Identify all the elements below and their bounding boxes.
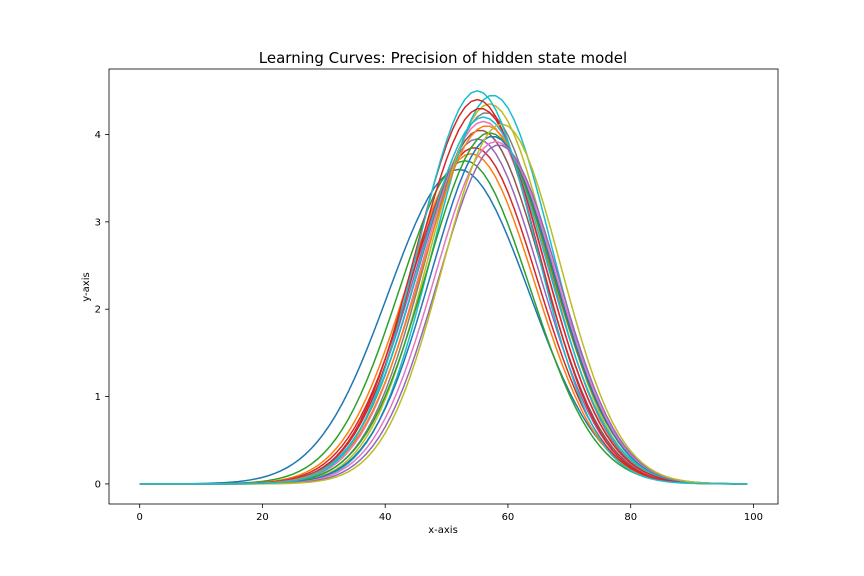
axes-frame — [108, 68, 779, 505]
x-tick-label: 100 — [744, 512, 763, 523]
y-tick-label: 4 — [95, 130, 101, 141]
series-line-20 — [139, 90, 748, 485]
x-tick-label: 80 — [624, 512, 637, 523]
y-tick-label: 3 — [95, 217, 101, 228]
y-axis-ticks: 0 1 2 3 4 — [95, 130, 109, 490]
x-tick-label: 40 — [379, 512, 392, 523]
y-tick-label: 2 — [95, 305, 101, 316]
x-tick-label: 60 — [502, 512, 515, 523]
x-tick-label: 0 — [137, 512, 143, 523]
chart-title: Learning Curves: Precision of hidden sta… — [259, 49, 627, 67]
y-axis-label: y-axis — [81, 272, 92, 301]
y-tick-label: 1 — [95, 392, 101, 403]
x-axis-ticks: 0 20 40 60 80 100 — [137, 504, 763, 523]
x-tick-label: 20 — [256, 512, 269, 523]
y-tick-label: 0 — [95, 479, 101, 490]
plot-area: 0 20 40 60 80 100 0 1 2 3 4 — [95, 68, 779, 523]
x-axis-label: x-axis — [428, 525, 458, 536]
series-group — [139, 90, 748, 485]
